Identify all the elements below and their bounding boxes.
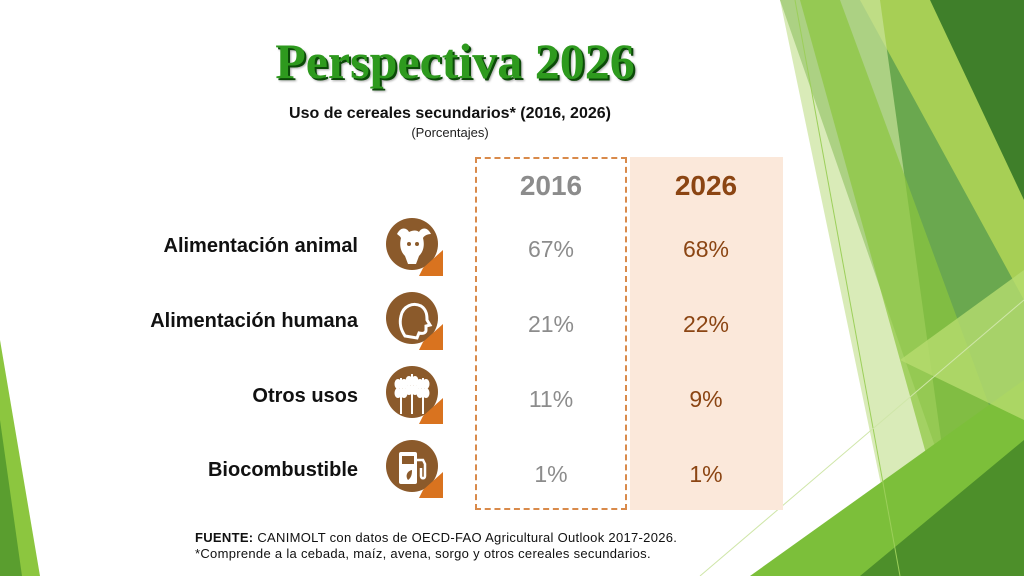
cow-head-icon <box>386 218 443 276</box>
column-2026-highlight <box>630 157 783 510</box>
page-title: Perspectiva 2026 <box>275 33 635 89</box>
value-2026-alimentacion-humana: 22% <box>682 311 730 337</box>
value-2026-biocombustible: 1% <box>689 461 723 487</box>
value-2026-alimentacion-animal: 68% <box>682 236 730 262</box>
wheat-icon <box>386 366 443 424</box>
row-label-biocombustible: Biocombustible <box>207 459 358 481</box>
value-2016-otros-usos: 11% <box>528 386 574 412</box>
value-2026-otros-usos: 9% <box>689 386 723 412</box>
chart-unit: (Porcentajes) <box>411 125 489 140</box>
source-note: FUENTE: CANIMOLT con datos de OECD-FAO A… <box>195 530 677 562</box>
footnote: *Comprende a la cebada, maíz, avena, sor… <box>195 546 651 561</box>
source-label: FUENTE: <box>195 530 254 545</box>
fuel-pump-icon <box>386 440 443 498</box>
value-2016-alimentacion-animal: 67% <box>527 236 575 262</box>
source-text: CANIMOLT con datos de OECD-FAO Agricultu… <box>253 530 678 545</box>
column-2016-frame <box>475 157 627 510</box>
row-label-otros-usos: Otros usos <box>252 385 358 407</box>
row-label-alimentacion-humana: Alimentación humana <box>150 310 358 332</box>
column-header-2026: 2026 <box>674 170 738 201</box>
chart-subtitle: Uso de cereales secundarios* (2016, 2026… <box>289 105 611 122</box>
human-head-icon <box>386 292 443 350</box>
value-2016-biocombustible: 1% <box>534 461 568 487</box>
column-header-2016: 2016 <box>519 170 583 201</box>
value-2016-alimentacion-humana: 21% <box>527 311 575 337</box>
row-label-alimentacion-animal: Alimentación animal <box>163 235 359 257</box>
